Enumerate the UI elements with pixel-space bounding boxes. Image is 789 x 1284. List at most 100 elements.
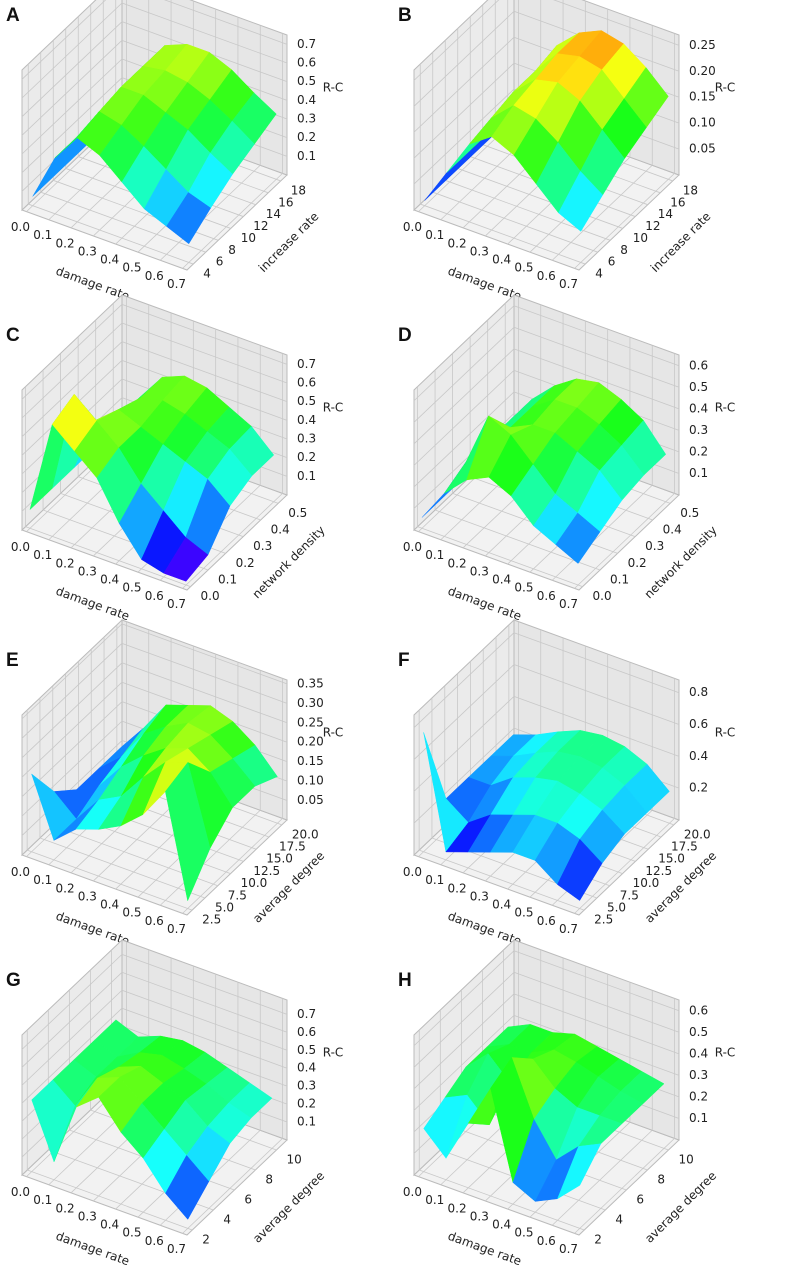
surface-patch bbox=[555, 512, 601, 564]
grid-line bbox=[27, 1169, 193, 1231]
grid-line bbox=[434, 509, 601, 571]
grid-line bbox=[413, 632, 515, 729]
grid-line bbox=[413, 327, 515, 423]
y-axis-label: average degree bbox=[250, 1169, 327, 1246]
z-tick-label: 0.5 bbox=[297, 394, 316, 408]
grid-line bbox=[163, 0, 288, 45]
x-tick-label: 0.3 bbox=[78, 889, 97, 903]
z-tick-label: 0.1 bbox=[297, 149, 316, 163]
panel: A0.00.10.20.30.40.50.60.746810121416180.… bbox=[6, 0, 343, 303]
x-tick-label: 0.6 bbox=[537, 269, 556, 283]
x-tick-label: 0.4 bbox=[492, 898, 511, 912]
grid-line bbox=[182, 173, 283, 269]
z-tick-label: 0.6 bbox=[689, 717, 708, 731]
grid-line bbox=[21, 623, 123, 720]
grid-line bbox=[413, 664, 515, 760]
grid-line bbox=[21, 972, 123, 1068]
panel: C0.00.10.20.30.40.50.60.70.00.10.20.30.4… bbox=[6, 293, 343, 624]
y-tick-label: 8 bbox=[620, 243, 628, 257]
z-axis-label: R-C bbox=[715, 81, 736, 95]
x-tick-label: 0.3 bbox=[470, 564, 489, 578]
surface-patch bbox=[165, 761, 211, 902]
grid-line bbox=[553, 0, 680, 46]
z-tick-label: 0.15 bbox=[689, 90, 716, 104]
x-tick-label: 0.6 bbox=[537, 1234, 556, 1248]
y-tick-label: 2.5 bbox=[594, 913, 613, 927]
grid-line bbox=[40, 191, 206, 253]
x-tick-label: 0.6 bbox=[145, 269, 164, 283]
y-tick-label: 2.5 bbox=[202, 913, 221, 927]
grid-line bbox=[182, 818, 283, 914]
grid-line bbox=[21, 2, 123, 99]
y-tick-label: 12 bbox=[253, 219, 268, 233]
surface-patch bbox=[557, 838, 603, 901]
z-tick-label: 0.2 bbox=[297, 130, 316, 144]
grid-line bbox=[513, 993, 680, 1055]
x-tick-label: 0.4 bbox=[492, 573, 511, 587]
y-tick-label: 20.0 bbox=[292, 827, 319, 841]
y-tick-label: 20.0 bbox=[684, 827, 711, 841]
grid-line bbox=[457, 168, 623, 229]
y-tick-label: 12.5 bbox=[253, 864, 280, 878]
y-tick-label: 0.2 bbox=[236, 556, 255, 570]
x-tick-label: 0.5 bbox=[514, 906, 533, 920]
x-tick-label: 0.3 bbox=[470, 1209, 489, 1223]
z-tick-label: 0.1 bbox=[689, 1111, 708, 1125]
z-tick-label: 0.7 bbox=[297, 357, 316, 371]
grid-line bbox=[551, 1129, 653, 1226]
z-tick-label: 0.20 bbox=[297, 735, 324, 749]
x-tick-label: 0.4 bbox=[100, 898, 119, 912]
z-tick-label: 0.5 bbox=[297, 1043, 316, 1057]
z-tick-label: 0.2 bbox=[297, 450, 316, 464]
grid-line bbox=[121, 303, 288, 365]
grid-line bbox=[574, 493, 675, 589]
z-tick-label: 0.15 bbox=[297, 754, 324, 768]
y-tick-label: 0.4 bbox=[663, 523, 682, 537]
surface-patch bbox=[556, 1143, 602, 1200]
x-tick-label: 0.1 bbox=[33, 1193, 52, 1207]
x-axis-label: damage rate bbox=[54, 584, 131, 624]
x-tick-label: 0.7 bbox=[167, 277, 186, 291]
grid-line bbox=[413, 305, 515, 402]
grid-line bbox=[21, 341, 123, 437]
y-tick-label: 16 bbox=[278, 195, 293, 209]
x-tick-label: 0.2 bbox=[56, 1201, 75, 1215]
y-tick-label: 2 bbox=[202, 1233, 210, 1247]
grid-line bbox=[121, 662, 288, 724]
x-tick-label: 0.6 bbox=[145, 589, 164, 603]
x-tick-label: 0.5 bbox=[122, 261, 141, 275]
x-tick-label: 0.5 bbox=[514, 1226, 533, 1240]
y-tick-label: 10 bbox=[286, 1153, 301, 1167]
x-tick-label: 0.3 bbox=[470, 244, 489, 258]
y-tick-label: 8 bbox=[265, 1173, 273, 1187]
z-tick-label: 0.4 bbox=[689, 1046, 708, 1060]
x-tick-label: 0.0 bbox=[11, 865, 30, 879]
grid-line bbox=[445, 179, 611, 241]
y-tick-label: 0.1 bbox=[218, 573, 237, 587]
grid-line bbox=[513, 348, 680, 410]
grid-line bbox=[413, 1015, 515, 1111]
x-tick-label: 0.0 bbox=[403, 220, 422, 234]
x-tick-label: 0.2 bbox=[56, 881, 75, 895]
x-tick-label: 0.1 bbox=[425, 228, 444, 242]
y-tick-label: 18 bbox=[291, 183, 306, 197]
grid-line bbox=[413, 972, 515, 1068]
x-tick-label: 0.4 bbox=[492, 253, 511, 267]
grid-line bbox=[551, 164, 653, 261]
z-tick-label: 0.3 bbox=[297, 432, 316, 446]
x-tick-label: 0.3 bbox=[78, 244, 97, 258]
y-tick-label: 17.5 bbox=[279, 840, 306, 854]
grid-line bbox=[513, 1015, 680, 1076]
grid-line bbox=[121, 623, 288, 685]
grid-line bbox=[551, 484, 653, 581]
surface-patch bbox=[163, 537, 209, 582]
z-tick-label: 0.3 bbox=[689, 423, 708, 437]
y-tick-label: 2 bbox=[594, 1233, 602, 1247]
x-tick-label: 0.6 bbox=[145, 914, 164, 928]
x-tick-label: 0.3 bbox=[470, 889, 489, 903]
z-axis-label: R-C bbox=[323, 1046, 344, 1060]
x-tick-label: 0.7 bbox=[559, 1242, 578, 1256]
y-tick-label: 4 bbox=[615, 1213, 623, 1227]
grid-line bbox=[121, 341, 288, 403]
